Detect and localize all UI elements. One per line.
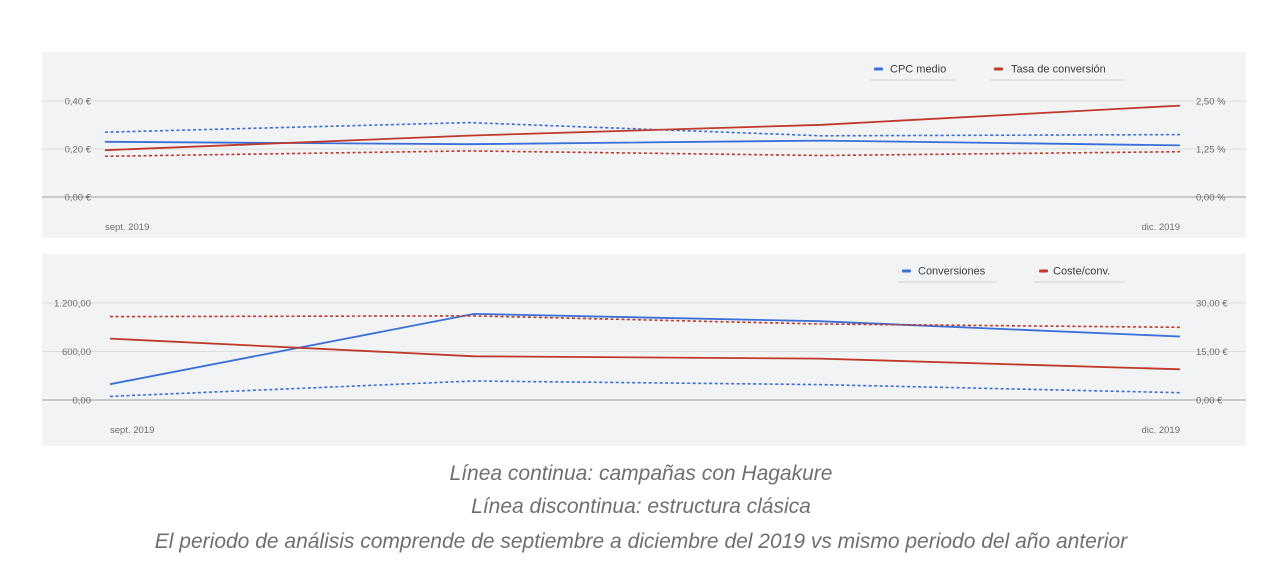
chart-panel-cpc-conversion-rate: 0,00 € 0,20 € 0,40 € 0,00 % 1,25 % 2,50 % sept…: [42, 52, 1246, 238]
series-line-tasa-de-conversion: [104, 104, 1181, 152]
legend-swatch: [1039, 269, 1048, 273]
legend-swatch: [902, 269, 911, 273]
legend-item-tasa-de-conversion[interactable]: Tasa de conversión: [990, 64, 1123, 81]
caption-dashed-line: Línea discontinua: estructura clásica: [471, 495, 811, 518]
legend-label: CPC medio: [890, 64, 946, 76]
chart-panel-conversions-cost: 0,00 600,00 1.200,00 0,00 € 15,00 € 30,00 € se…: [42, 254, 1246, 446]
right-axis-tick-label: 15,00 €: [1196, 347, 1228, 358]
left-axis-tick-label: 0,00: [73, 396, 92, 407]
legend-swatch: [874, 67, 883, 71]
series-line-coste-conv: [109, 337, 1181, 371]
left-axis-tick-label: 0,00 €: [65, 193, 92, 204]
caption-analysis-period: El periodo de análisis comprende de sept…: [154, 530, 1128, 553]
left-axis-tick-label: 600,00: [62, 347, 91, 358]
legend-label: Tasa de conversión: [1011, 64, 1106, 76]
series-line-coste-conv-estructura-clasica: [109, 315, 1181, 329]
legend-label: Conversiones: [918, 266, 986, 278]
x-axis-tick-label: sept. 2019: [105, 222, 149, 233]
chart-cpc-conversion-rate: 0,00 € 0,20 € 0,40 € 0,00 % 1,25 % 2,50 % sept…: [42, 64, 1246, 233]
right-axis-tick-label: 2,50 %: [1196, 97, 1226, 108]
x-axis-tick-label: sept. 2019: [110, 425, 154, 436]
x-axis-tick-label: dic. 2019: [1141, 425, 1180, 436]
left-axis-tick-label: 0,20 €: [65, 145, 92, 156]
left-axis-tick-label: 1.200,00: [54, 299, 91, 310]
right-axis-tick-label: 0,00 %: [1196, 193, 1226, 204]
right-axis-tick-label: 30,00 €: [1196, 299, 1228, 310]
legend-label: Coste/conv.: [1053, 266, 1110, 278]
series-line-cpc-medio-estructura-clasica: [104, 121, 1181, 137]
legend-item-conversiones[interactable]: Conversiones: [898, 266, 997, 283]
legend-item-cpc-medio[interactable]: CPC medio: [870, 64, 956, 81]
series-line-tasa-de-conversion-estructura-clasica: [104, 150, 1181, 158]
x-axis-tick-label: dic. 2019: [1141, 222, 1180, 233]
series-line-conversiones-estructura-clasica: [109, 380, 1181, 398]
right-axis-tick-label: 0,00 €: [1196, 396, 1223, 407]
right-axis-tick-label: 1,25 %: [1196, 145, 1226, 156]
legend-item-coste-conv[interactable]: Coste/conv.: [1034, 266, 1125, 283]
caption-solid-line: Línea continua: campañas con Hagakure: [449, 462, 833, 485]
chart-conversions-cost: 0,00 600,00 1.200,00 0,00 € 15,00 € 30,00 € se…: [42, 266, 1246, 436]
legend-swatch: [994, 67, 1003, 71]
left-axis-tick-label: 0,40 €: [65, 97, 92, 108]
series-line-conversiones: [109, 313, 1181, 386]
